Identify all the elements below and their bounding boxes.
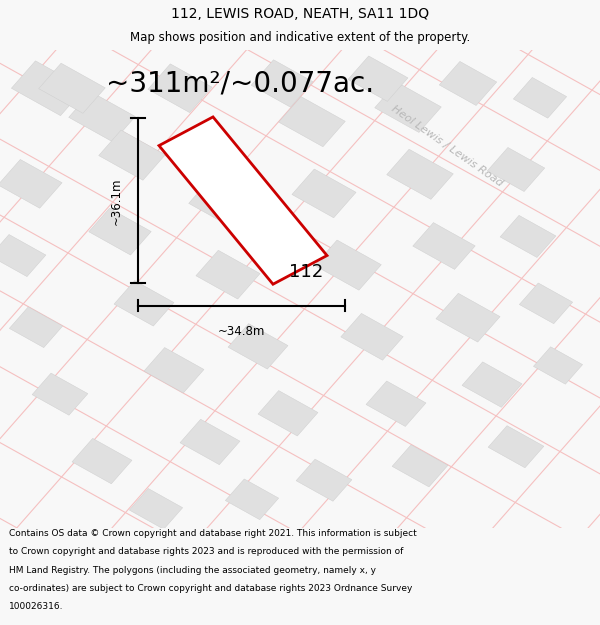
Polygon shape xyxy=(314,240,382,290)
Polygon shape xyxy=(374,82,442,132)
Polygon shape xyxy=(11,61,85,116)
Polygon shape xyxy=(148,64,212,112)
Text: co-ordinates) are subject to Crown copyright and database rights 2023 Ordnance S: co-ordinates) are subject to Crown copyr… xyxy=(9,584,412,593)
Polygon shape xyxy=(500,216,556,258)
Polygon shape xyxy=(144,348,204,393)
Polygon shape xyxy=(514,78,566,118)
Polygon shape xyxy=(68,92,136,142)
Text: Contains OS data © Crown copyright and database right 2021. This information is : Contains OS data © Crown copyright and d… xyxy=(9,529,416,538)
Polygon shape xyxy=(296,459,352,501)
Polygon shape xyxy=(188,178,256,228)
Polygon shape xyxy=(180,419,240,464)
Polygon shape xyxy=(348,56,408,101)
Polygon shape xyxy=(533,347,583,384)
Text: Map shows position and indicative extent of the property.: Map shows position and indicative extent… xyxy=(130,31,470,44)
Polygon shape xyxy=(292,169,356,217)
Polygon shape xyxy=(0,234,46,277)
Text: 112, LEWIS ROAD, NEATH, SA11 1DQ: 112, LEWIS ROAD, NEATH, SA11 1DQ xyxy=(171,8,429,21)
Text: HM Land Registry. The polygons (including the associated geometry, namely x, y: HM Land Registry. The polygons (includin… xyxy=(9,566,376,574)
Polygon shape xyxy=(341,313,403,360)
Text: 100026316.: 100026316. xyxy=(9,602,64,611)
Polygon shape xyxy=(159,117,327,284)
Polygon shape xyxy=(10,307,62,348)
Text: ~311m²/~0.077ac.: ~311m²/~0.077ac. xyxy=(106,69,374,97)
Polygon shape xyxy=(226,479,278,519)
Polygon shape xyxy=(487,148,545,191)
Polygon shape xyxy=(520,283,572,324)
Polygon shape xyxy=(72,438,132,484)
Polygon shape xyxy=(196,250,260,299)
Polygon shape xyxy=(366,381,426,426)
Text: Heol Lewis / Lewis Road: Heol Lewis / Lewis Road xyxy=(389,103,505,188)
Polygon shape xyxy=(386,149,454,199)
Polygon shape xyxy=(89,208,151,255)
Polygon shape xyxy=(114,281,174,326)
Polygon shape xyxy=(392,445,448,487)
Polygon shape xyxy=(488,426,544,468)
Polygon shape xyxy=(258,391,318,436)
Text: ~36.1m: ~36.1m xyxy=(110,177,123,224)
Polygon shape xyxy=(278,97,346,147)
Polygon shape xyxy=(439,61,497,106)
Polygon shape xyxy=(436,293,500,342)
Polygon shape xyxy=(98,130,166,180)
Polygon shape xyxy=(413,222,475,269)
Polygon shape xyxy=(32,373,88,415)
Polygon shape xyxy=(251,60,313,107)
Polygon shape xyxy=(38,63,106,113)
Polygon shape xyxy=(130,489,182,529)
Text: 112: 112 xyxy=(289,263,323,281)
Text: to Crown copyright and database rights 2023 and is reproduced with the permissio: to Crown copyright and database rights 2… xyxy=(9,547,403,556)
Polygon shape xyxy=(0,159,62,208)
Polygon shape xyxy=(228,324,288,369)
Text: ~34.8m: ~34.8m xyxy=(218,325,265,338)
Polygon shape xyxy=(462,362,522,408)
